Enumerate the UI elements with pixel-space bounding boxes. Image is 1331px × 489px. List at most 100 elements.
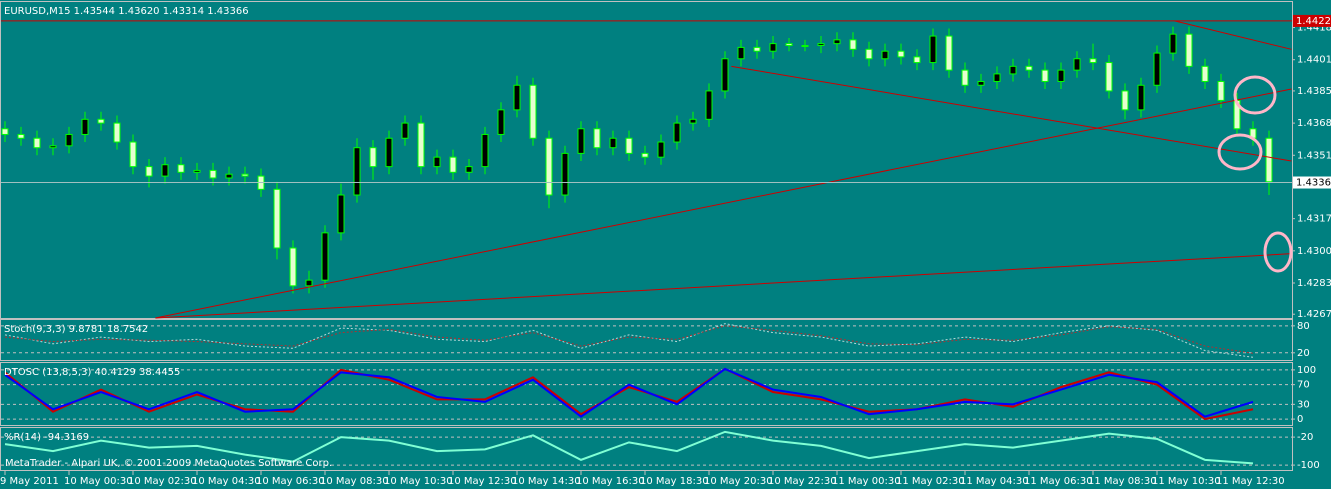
stoch-panel [0, 319, 1293, 361]
candle-body [657, 141, 665, 158]
candle-body [1153, 52, 1161, 86]
candle-body [497, 109, 505, 135]
indicator-line [4, 430, 1254, 465]
candle-body [433, 156, 441, 168]
candle-body [865, 48, 873, 60]
candle-body [545, 137, 553, 196]
candle-body [177, 164, 185, 173]
time-label: 9 May 2011 [0, 476, 59, 487]
candle-body [977, 80, 985, 86]
time-label: 10 May 02:30 [128, 476, 197, 487]
candle-body [913, 56, 921, 64]
candle-body [1185, 33, 1193, 67]
candle-body [129, 141, 137, 168]
candle-body [961, 69, 969, 86]
highlight-circle [1263, 231, 1293, 273]
candle-body [369, 147, 377, 168]
candle-body [945, 35, 953, 71]
trendline [155, 253, 1292, 319]
candle-body [97, 118, 105, 124]
candle-body [193, 169, 201, 173]
panel-title: Stoch(9,3,3) 9.8781 18.7542 [4, 324, 148, 335]
y-tick-label: 1.43005 [1297, 246, 1331, 257]
time-label: 11 May 06:30 [1024, 476, 1093, 487]
y-tick-label: 80 [1297, 321, 1310, 332]
candle-body [81, 118, 89, 135]
candle-body [721, 58, 729, 92]
panel-title: DTOSC (13,8,5,3) 40.4129 38.4455 [4, 367, 180, 378]
candle-body [1041, 69, 1049, 82]
candle-body [401, 122, 409, 139]
candle-body [753, 46, 761, 52]
indicator-line [4, 367, 1254, 418]
time-label: 10 May 20:30 [704, 476, 773, 487]
candle-body [481, 133, 489, 168]
candle-body [1217, 80, 1225, 101]
y-tick-label: 0 [1297, 414, 1303, 425]
status-text: MetaTrader - Alpari UK, © 2001-2009 Meta… [5, 458, 332, 469]
candle-body [609, 137, 617, 149]
y-tick-label: -100 [1297, 460, 1320, 471]
time-label: 10 May 16:30 [576, 476, 645, 487]
y-tick-label: 20 [1297, 348, 1310, 359]
price-label-box [1293, 176, 1331, 189]
candle-body [449, 156, 457, 173]
candle-body [673, 122, 681, 143]
candle-body [1, 128, 9, 135]
candle-body [305, 279, 313, 287]
candle-body [17, 133, 25, 139]
candle-body [625, 137, 633, 154]
chart-layer: 1.44185 1.44015 1.43850 1.43680 1.43510 1.431… [0, 6, 1331, 487]
y-tick-label: 1.44185 [1297, 23, 1331, 34]
candle-body [1121, 90, 1129, 111]
candle-body [337, 194, 345, 234]
trendline [1174, 20, 1292, 50]
candle-body [465, 166, 473, 173]
candle-body [849, 39, 857, 50]
candle-body [161, 164, 169, 177]
candle-body [1265, 137, 1273, 183]
y-tick-label: 1.43680 [1297, 118, 1331, 129]
candle-body [785, 43, 793, 47]
wpr-panel [0, 427, 1293, 471]
time-label: 10 May 08:30 [320, 476, 389, 487]
time-label: 11 May 02:30 [896, 476, 965, 487]
highlight-circle [1233, 75, 1277, 115]
dtosc-panel [0, 362, 1293, 426]
time-label: 10 May 22:30 [768, 476, 837, 487]
y-tick-label: 30 [1297, 399, 1310, 410]
time-label: 11 May 08:30 [1088, 476, 1157, 487]
candle-body [33, 137, 41, 149]
candle-body [1105, 62, 1113, 92]
candle-body [225, 173, 233, 179]
y-tick-label: 1.43175 [1297, 214, 1331, 225]
time-label: 10 May 00:30 [64, 476, 133, 487]
candle-body [833, 39, 841, 45]
candle-body [289, 247, 297, 287]
time-label: 10 May 10:30 [384, 476, 453, 487]
candle-body [49, 145, 57, 149]
price-label: 1.44220 [1296, 16, 1331, 27]
candle-body [561, 152, 569, 196]
time-label: 10 May 14:30 [512, 476, 581, 487]
candle-body [737, 46, 745, 60]
candle-body [817, 43, 825, 47]
candle-body [641, 152, 649, 158]
panel-title: %R(14) -94.3169 [4, 432, 89, 443]
y-tick-label: 1.43850 [1297, 86, 1331, 97]
price-label-box [1293, 14, 1331, 27]
candle-body [1025, 65, 1033, 71]
candle-body [897, 50, 905, 58]
candle-body [705, 90, 713, 120]
candle-body [273, 188, 281, 249]
y-tick-label: -20 [1297, 432, 1313, 443]
trendline [155, 88, 1292, 319]
candle-body [417, 122, 425, 168]
candle-body [593, 128, 601, 149]
candle-body [1009, 65, 1017, 75]
candle-body [65, 133, 73, 147]
candle-body [1089, 58, 1097, 64]
y-tick-label: 70 [1297, 380, 1310, 391]
